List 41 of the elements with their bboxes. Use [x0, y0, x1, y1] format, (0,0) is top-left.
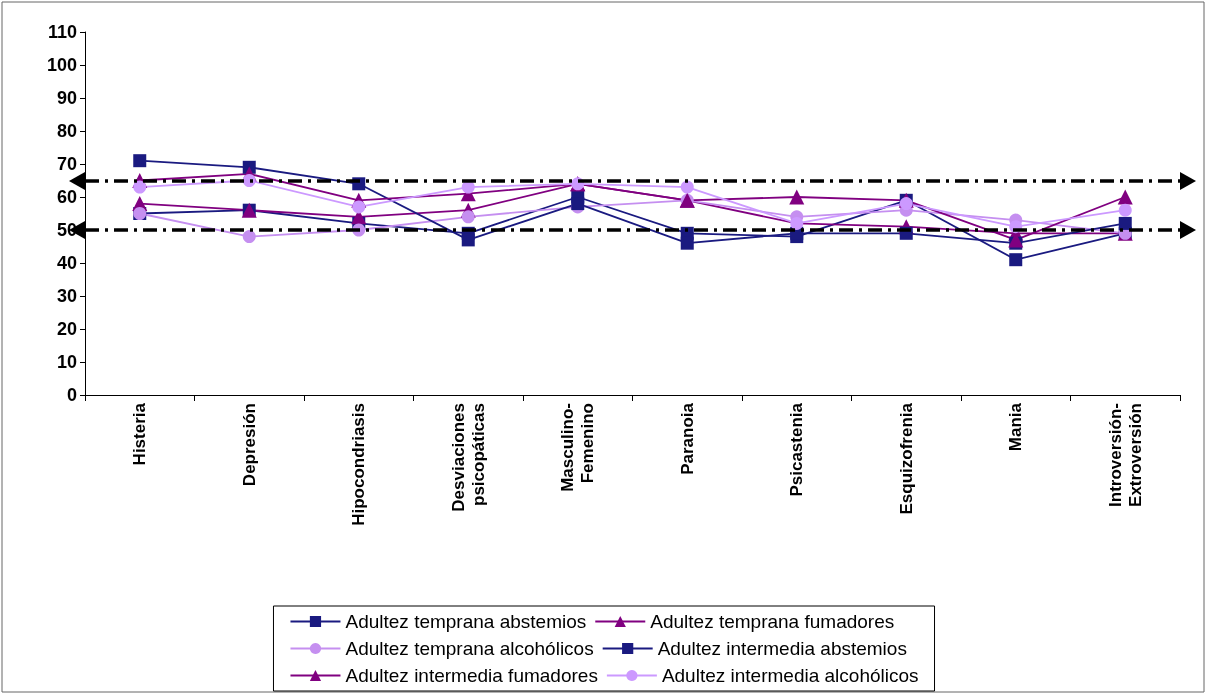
point [899, 197, 913, 211]
x-tick-label: Paranoia [677, 402, 697, 475]
y-tick-label: 80 [56, 121, 77, 141]
point [352, 200, 366, 214]
y-tick-label: 0 [66, 385, 77, 405]
x-tick-label: Psicastenia [787, 402, 807, 497]
x-tick-label: Introversión-Extroversión [1105, 403, 1145, 507]
point [133, 154, 147, 168]
legend-label: Adultez intermedia fumadores [345, 665, 598, 686]
y-tick-label: 60 [56, 187, 77, 207]
y-tick-label: 40 [56, 253, 77, 273]
y-tick-label: 100 [46, 55, 77, 75]
y-tick-label: 90 [56, 88, 77, 108]
y-tick-label: 30 [56, 286, 77, 306]
y-tick-label: 70 [56, 154, 77, 174]
x-tick-label: Esquizofrenia [896, 402, 916, 515]
y-tick-label: 20 [56, 319, 77, 339]
legend-label: Adultez temprana fumadores [650, 611, 895, 632]
legend-label: Adultez temprana abstemios [345, 611, 587, 632]
point [1117, 189, 1133, 205]
legend-label: Adultez intermedia abstemios [657, 638, 907, 659]
legend-label: Adultez intermedia alcohólicos [661, 665, 919, 686]
point [680, 236, 694, 250]
point [133, 180, 147, 194]
legend-label: Adultez temprana alcohólicos [345, 638, 594, 659]
y-tick-label: 110 [47, 22, 77, 42]
x-tick-label: Depresión [239, 403, 259, 487]
y-tick-label: 10 [56, 352, 77, 372]
x-tick-label: Hipocondriasis [349, 403, 369, 526]
point [461, 210, 475, 224]
x-tick-label: Mania [1006, 402, 1026, 452]
point [1009, 253, 1023, 267]
point [461, 233, 475, 247]
point [789, 189, 805, 205]
point [1118, 216, 1132, 230]
point [1118, 203, 1132, 217]
x-tick-label: Desviaciones psicopáticas [448, 403, 488, 512]
point [242, 230, 256, 244]
x-tick-label: Masculino-Femenino [558, 403, 598, 492]
x-tick-label: Histeria [130, 402, 150, 466]
point [680, 180, 694, 194]
